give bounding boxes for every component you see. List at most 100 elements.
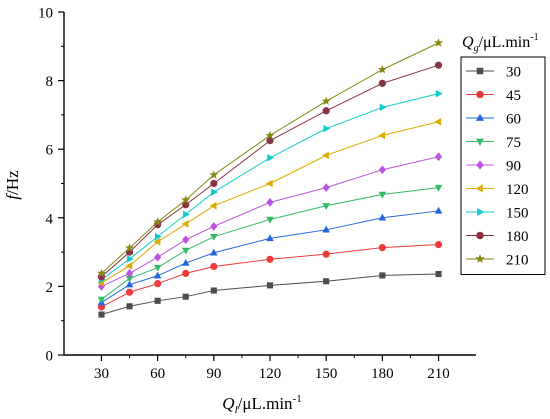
legend-title: Qg/μL.min-1: [462, 32, 539, 54]
data-point-210-30: [97, 268, 106, 278]
data-point-210-180: [377, 64, 387, 74]
data-point-210-210: [434, 38, 443, 47]
data-point-45-120: [266, 255, 274, 263]
data-point-150-150: [323, 124, 331, 133]
data-point-120-60: [153, 238, 161, 246]
x-tick-label-180: 180: [371, 366, 394, 382]
data-point-30-45: [126, 303, 133, 310]
series-75: [97, 184, 443, 304]
data-point-90-45: [125, 269, 134, 278]
data-point-120-75: [181, 220, 189, 228]
y-axis-label-symbol: f: [3, 193, 22, 200]
data-point-120-180: [378, 131, 386, 140]
data-point-210-60: [153, 217, 163, 226]
data-point-30-90: [210, 287, 217, 294]
data-point-90-150: [322, 183, 330, 192]
legend-marker-60: [476, 113, 484, 121]
data-point-60-150: [322, 225, 330, 233]
series-30: [98, 270, 442, 318]
x-tick-label-150: 150: [315, 366, 338, 382]
data-point-120-120: [265, 179, 273, 188]
data-point-30-30: [98, 311, 105, 318]
legend: 30 45 60 75 90 120 150 180 210: [460, 56, 546, 275]
data-point-120-45: [125, 262, 133, 270]
legend-item-90: 90: [466, 159, 521, 175]
y-axis-label: f/Hz: [3, 170, 22, 200]
data-point-75-210: [434, 184, 443, 192]
data-point-180-210: [434, 61, 443, 69]
data-point-120-210: [434, 117, 442, 126]
data-point-60-210: [434, 206, 443, 214]
legend-label-120: 120: [506, 182, 529, 198]
legend-item-75: 75: [466, 135, 521, 151]
legend-marker-210: [475, 254, 485, 263]
y-tick-label-8: 8: [46, 74, 54, 90]
legend-item-120: 120: [466, 182, 529, 198]
data-point-90-75: [182, 235, 190, 245]
data-point-45-45: [125, 288, 134, 296]
legend-title-subscript: g: [474, 43, 479, 54]
x-tick-label-90: 90: [206, 366, 221, 382]
data-point-210-120: [265, 130, 275, 140]
y-axis-label-unit: /Hz: [3, 170, 22, 195]
legend-item-45: 45: [466, 88, 521, 104]
data-point-120-150: [322, 151, 329, 160]
legend-title-symbol: Q: [462, 34, 474, 51]
data-point-75-90: [210, 233, 218, 241]
legend-marker-120: [475, 184, 483, 193]
data-point-30-75: [182, 293, 189, 300]
data-point-75-180: [378, 191, 387, 199]
x-axis-label-subscript: l: [235, 404, 238, 416]
legend-label-30: 30: [506, 65, 521, 81]
legend-marker-75: [476, 138, 484, 146]
legend-title-superscript: -1: [530, 32, 538, 43]
data-point-90-90: [210, 222, 218, 231]
data-point-45-90: [210, 262, 218, 271]
x-axis-label-symbol: Q: [222, 394, 234, 413]
data-point-60-120: [266, 234, 274, 242]
data-point-150-120: [267, 154, 275, 162]
data-point-180-120: [266, 137, 274, 145]
legend-label-150: 150: [506, 206, 529, 222]
data-point-45-210: [434, 240, 443, 249]
data-point-60-180: [378, 213, 387, 221]
data-point-180-90: [210, 179, 218, 188]
data-point-90-180: [378, 165, 386, 175]
data-point-30-60: [154, 297, 161, 304]
legend-title-unit: /μL.min: [479, 34, 531, 51]
series-150: [98, 89, 443, 284]
data-point-150-210: [435, 89, 443, 98]
legend-label-60: 60: [506, 112, 521, 128]
data-point-45-150: [322, 250, 330, 258]
data-point-210-75: [181, 195, 191, 204]
legend-item-60: 60: [466, 112, 521, 128]
data-point-150-75: [183, 210, 190, 219]
data-point-30-120: [266, 282, 274, 289]
legend-item-30: 30: [466, 65, 521, 81]
axes: [58, 11, 476, 361]
data-point-120-90: [209, 202, 217, 210]
legend-label-45: 45: [506, 88, 521, 104]
y-tick-label-10: 10: [38, 6, 53, 22]
y-tick-label-4: 4: [46, 211, 54, 227]
legend-label-180: 180: [506, 229, 529, 245]
data-point-45-60: [154, 280, 162, 288]
x-tick-label-30: 30: [94, 366, 109, 382]
legend-marker-150: [477, 208, 485, 216]
data-point-90-120: [266, 198, 274, 207]
x-tick-label-120: 120: [259, 366, 282, 382]
legend-box: [460, 56, 546, 275]
legend-item-180: 180: [466, 229, 529, 245]
data-point-60-45: [125, 280, 134, 288]
series-line-180: [101, 64, 439, 278]
legend-label-75: 75: [506, 135, 521, 151]
x-axis-label: Ql/μL.min-1: [222, 393, 301, 416]
series-210: [97, 38, 443, 278]
x-axis-label-unit: /μL.min: [238, 394, 293, 413]
series-line-150: [101, 93, 439, 280]
data-point-60-60: [153, 271, 162, 279]
data-point-45-75: [182, 269, 190, 277]
data-point-90-210: [434, 152, 443, 162]
x-axis-label-superscript: -1: [293, 393, 302, 405]
